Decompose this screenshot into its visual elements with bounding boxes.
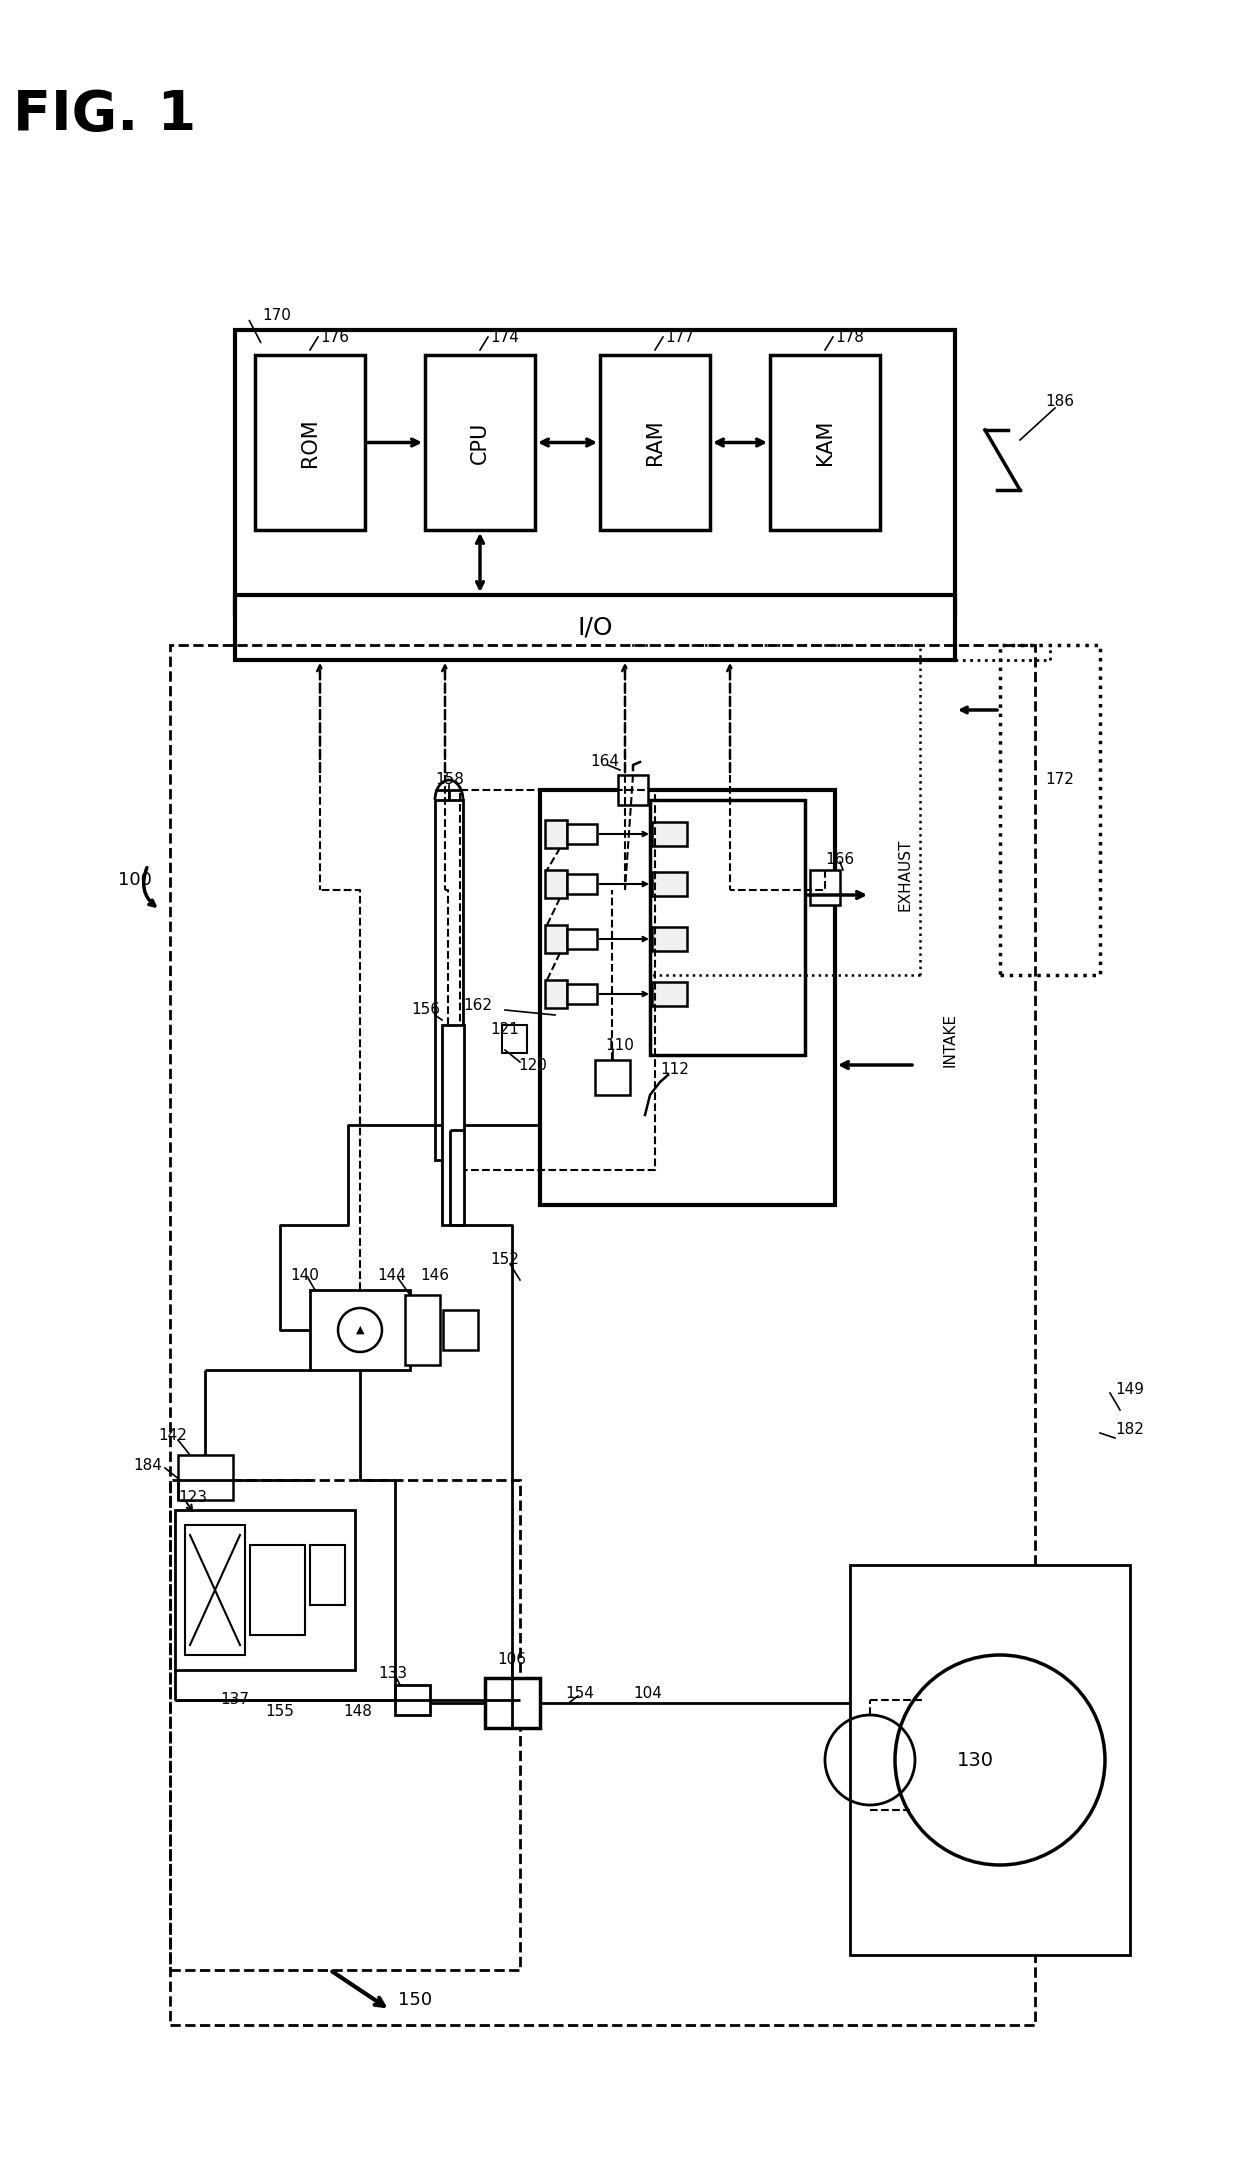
Text: 158: 158: [435, 772, 465, 787]
Bar: [502, 1025, 527, 1053]
Bar: [546, 819, 567, 848]
Text: RAM: RAM: [645, 419, 665, 465]
Text: ROM: ROM: [300, 417, 320, 467]
Bar: [546, 869, 567, 897]
Text: 182: 182: [1115, 1423, 1143, 1438]
Text: 156: 156: [412, 1003, 440, 1018]
Text: 152: 152: [491, 1252, 520, 1267]
Text: KAM: KAM: [815, 419, 835, 465]
Bar: [650, 800, 805, 1055]
Bar: [652, 927, 687, 951]
Bar: [618, 774, 649, 804]
Text: 100: 100: [118, 871, 153, 889]
Bar: [425, 355, 534, 530]
Bar: [567, 873, 596, 895]
Text: 148: 148: [343, 1704, 372, 1719]
Text: 137: 137: [221, 1693, 249, 1708]
Bar: [770, 355, 880, 530]
Text: 172: 172: [1045, 772, 1074, 787]
Text: 176: 176: [320, 329, 348, 344]
Bar: [435, 800, 463, 1161]
Bar: [179, 1455, 233, 1500]
Bar: [546, 925, 567, 953]
Bar: [546, 979, 567, 1007]
Text: 154: 154: [565, 1686, 594, 1701]
Text: 177: 177: [665, 329, 694, 344]
Text: 184: 184: [133, 1457, 162, 1472]
Bar: [255, 355, 365, 530]
Bar: [567, 930, 596, 949]
Bar: [310, 1546, 345, 1604]
Bar: [441, 1025, 464, 1226]
Bar: [405, 1295, 440, 1364]
Bar: [567, 984, 596, 1003]
Text: 146: 146: [420, 1267, 449, 1282]
Bar: [810, 869, 839, 906]
Bar: [600, 355, 711, 530]
Text: 150: 150: [398, 1991, 432, 2008]
Text: 144: 144: [377, 1267, 407, 1282]
Bar: [460, 789, 655, 1170]
Text: 155: 155: [265, 1704, 294, 1719]
Text: 166: 166: [826, 852, 854, 867]
Bar: [236, 595, 955, 659]
Text: CPU: CPU: [470, 422, 490, 463]
Text: 178: 178: [835, 329, 864, 344]
Bar: [652, 871, 687, 895]
Text: 149: 149: [1115, 1382, 1145, 1397]
Text: 170: 170: [262, 307, 291, 322]
Bar: [236, 331, 955, 614]
Bar: [185, 1524, 246, 1654]
Bar: [396, 1684, 430, 1714]
Bar: [849, 1565, 1130, 1954]
Bar: [170, 1481, 520, 1970]
Bar: [999, 644, 1100, 975]
Text: 130: 130: [956, 1751, 993, 1769]
Text: 121: 121: [491, 1023, 520, 1038]
Bar: [567, 824, 596, 843]
Text: I/O: I/O: [578, 616, 613, 640]
Text: 142: 142: [159, 1427, 187, 1442]
Bar: [310, 1291, 410, 1371]
Bar: [652, 822, 687, 845]
Bar: [170, 644, 1035, 2026]
Text: 106: 106: [497, 1652, 527, 1667]
Text: 123: 123: [179, 1490, 207, 1505]
Text: 104: 104: [634, 1686, 662, 1701]
Text: 174: 174: [490, 329, 518, 344]
Bar: [652, 982, 687, 1005]
Text: 112: 112: [661, 1062, 689, 1077]
Text: 120: 120: [518, 1057, 547, 1072]
Text: FIG. 1: FIG. 1: [14, 89, 197, 143]
Text: EXHAUST: EXHAUST: [898, 839, 913, 910]
Text: 140: 140: [290, 1267, 320, 1282]
Text: ▲: ▲: [356, 1325, 365, 1334]
Bar: [250, 1546, 305, 1634]
Text: 110: 110: [605, 1038, 635, 1053]
Bar: [175, 1509, 355, 1669]
Text: INTAKE: INTAKE: [942, 1014, 957, 1068]
Bar: [539, 789, 835, 1204]
Text: 186: 186: [1045, 393, 1075, 409]
Text: 133: 133: [378, 1665, 408, 1680]
Text: 164: 164: [590, 755, 620, 770]
Bar: [443, 1310, 477, 1349]
Text: 162: 162: [464, 997, 492, 1012]
Bar: [595, 1059, 630, 1094]
Bar: [485, 1678, 539, 1727]
